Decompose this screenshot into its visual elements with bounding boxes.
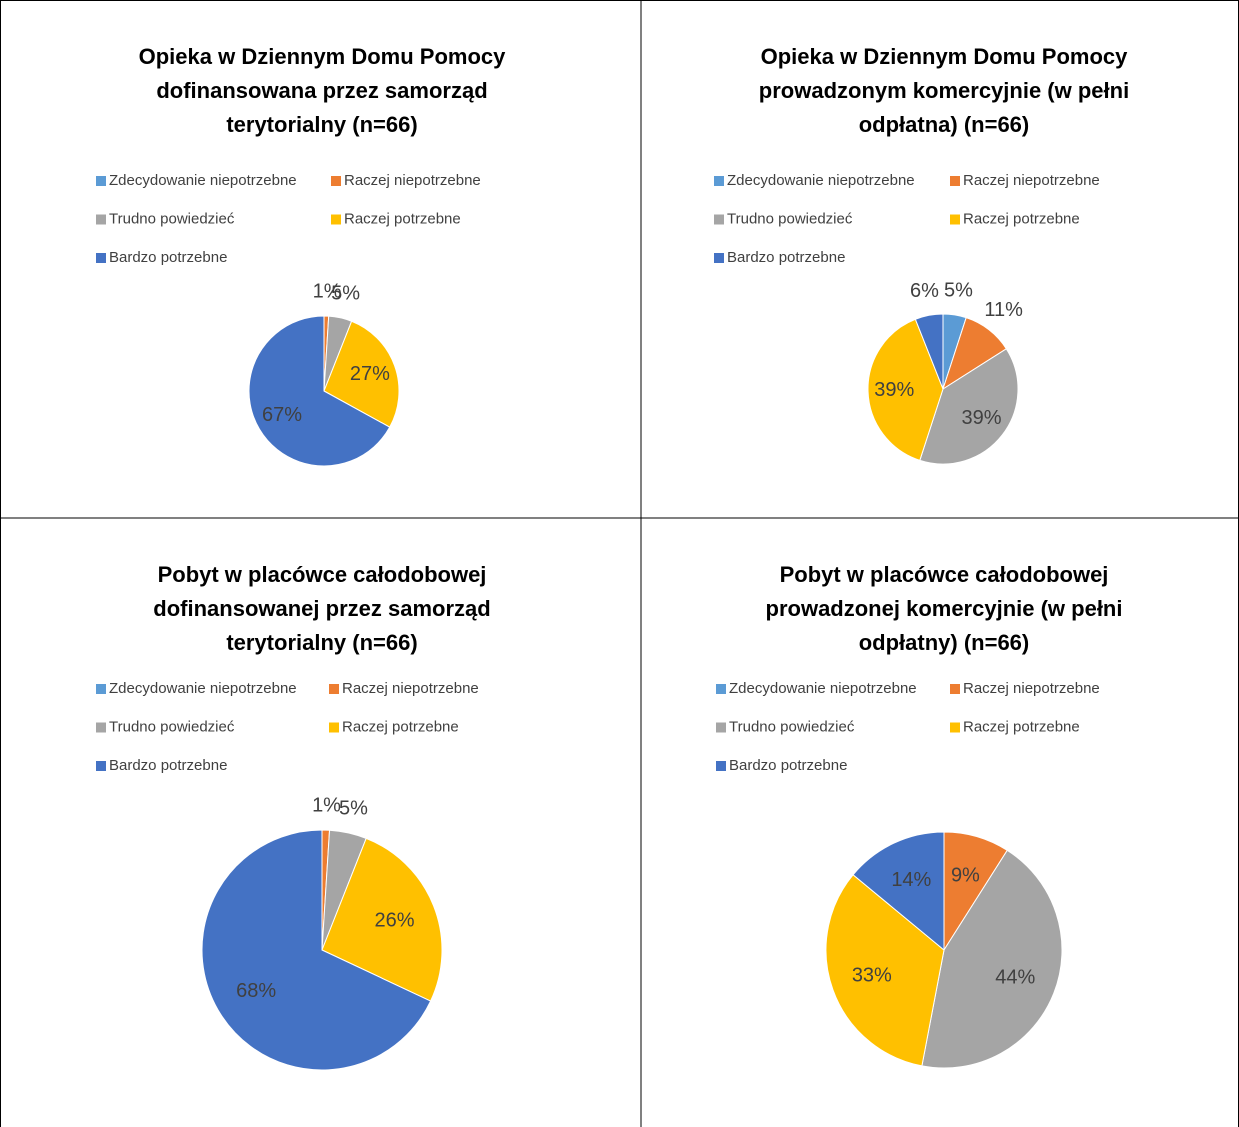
data-label: 27%	[350, 363, 390, 385]
data-label: 39%	[874, 379, 914, 401]
legend-swatch	[96, 253, 106, 263]
pie-slice	[321, 837, 443, 1002]
data-label: 26%	[375, 910, 415, 932]
legend-label: Trudno powiedzieć	[109, 718, 235, 735]
data-label: 5%	[339, 798, 368, 820]
legend-swatch	[950, 214, 960, 225]
chart-title: Pobyt w placówce całodobowej dofinansowa…	[153, 562, 491, 655]
pie-slice	[852, 831, 945, 952]
data-label: 67%	[262, 404, 302, 426]
legend-label: Raczej potrzebne	[963, 210, 1080, 227]
data-label: 6%	[910, 280, 939, 302]
legend-swatch	[714, 214, 724, 225]
pie-slice	[921, 849, 1063, 1069]
legend-swatch	[96, 761, 106, 771]
data-label: 33%	[852, 964, 892, 986]
legend-swatch	[716, 684, 726, 694]
data-label: 11%	[984, 299, 1023, 321]
pie-slice	[867, 318, 944, 461]
legend-swatch	[329, 684, 339, 694]
legend-swatch	[96, 214, 106, 225]
legend-swatch	[96, 176, 106, 186]
pie-slice	[323, 320, 400, 428]
legend-swatch	[714, 176, 724, 186]
data-label: 44%	[995, 967, 1035, 989]
chart-title: Pobyt w placówce całodobowej prowadzonej…	[765, 562, 1123, 655]
data-label: 14%	[891, 869, 931, 891]
legend-swatch	[950, 684, 960, 694]
legend-label: Zdecydowanie niepotrzebne	[727, 172, 915, 189]
legend-label: Zdecydowanie niepotrzebne	[109, 680, 297, 697]
pie-slice	[248, 315, 391, 467]
data-label: 5%	[944, 280, 973, 302]
legend-label: Bardzo potrzebne	[109, 249, 227, 266]
pie-slice	[201, 829, 432, 1071]
legend-swatch	[329, 722, 339, 733]
legend-label: Zdecydowanie niepotrzebne	[109, 172, 297, 189]
legend-label: Raczej potrzebne	[963, 718, 1080, 735]
legend-swatch	[331, 214, 341, 225]
chart-title: Opieka w Dziennym Domu Pomocy prowadzony…	[758, 44, 1130, 137]
chart-title: Opieka w Dziennym Domu Pomocy dofinansow…	[138, 44, 506, 137]
legend-swatch	[716, 761, 726, 771]
legend-label: Trudno powiedzieć	[727, 210, 853, 227]
legend-label: Bardzo potrzebne	[109, 757, 227, 774]
legend-label: Zdecydowanie niepotrzebne	[729, 680, 917, 697]
data-label: 5%	[331, 283, 360, 305]
data-label: 9%	[951, 865, 980, 887]
legend-swatch	[96, 722, 106, 733]
legend-swatch	[950, 722, 960, 733]
pie-slice	[914, 313, 944, 390]
legend-label: Raczej niepotrzebne	[342, 680, 479, 697]
data-label: 68%	[236, 980, 276, 1002]
pie-slice	[919, 348, 1019, 465]
pie-slice	[825, 874, 945, 1067]
legend-label: Trudno powiedzieć	[729, 718, 855, 735]
data-label: 39%	[962, 407, 1002, 429]
legend-label: Raczej niepotrzebne	[963, 172, 1100, 189]
data-label: 1%	[312, 794, 341, 816]
legend-label: Raczej potrzebne	[344, 210, 461, 227]
legend-label: Raczej niepotrzebne	[344, 172, 481, 189]
legend-swatch	[96, 684, 106, 694]
legend-swatch	[714, 253, 724, 263]
legend-label: Bardzo potrzebne	[727, 249, 845, 266]
legend-swatch	[331, 176, 341, 186]
legend-swatch	[950, 176, 960, 186]
legend-label: Raczej niepotrzebne	[963, 680, 1100, 697]
legend-label: Trudno powiedzieć	[109, 210, 235, 227]
legend-swatch	[716, 722, 726, 733]
legend-label: Bardzo potrzebne	[729, 757, 847, 774]
data-label: 1%	[313, 280, 342, 302]
legend-label: Raczej potrzebne	[342, 718, 459, 735]
